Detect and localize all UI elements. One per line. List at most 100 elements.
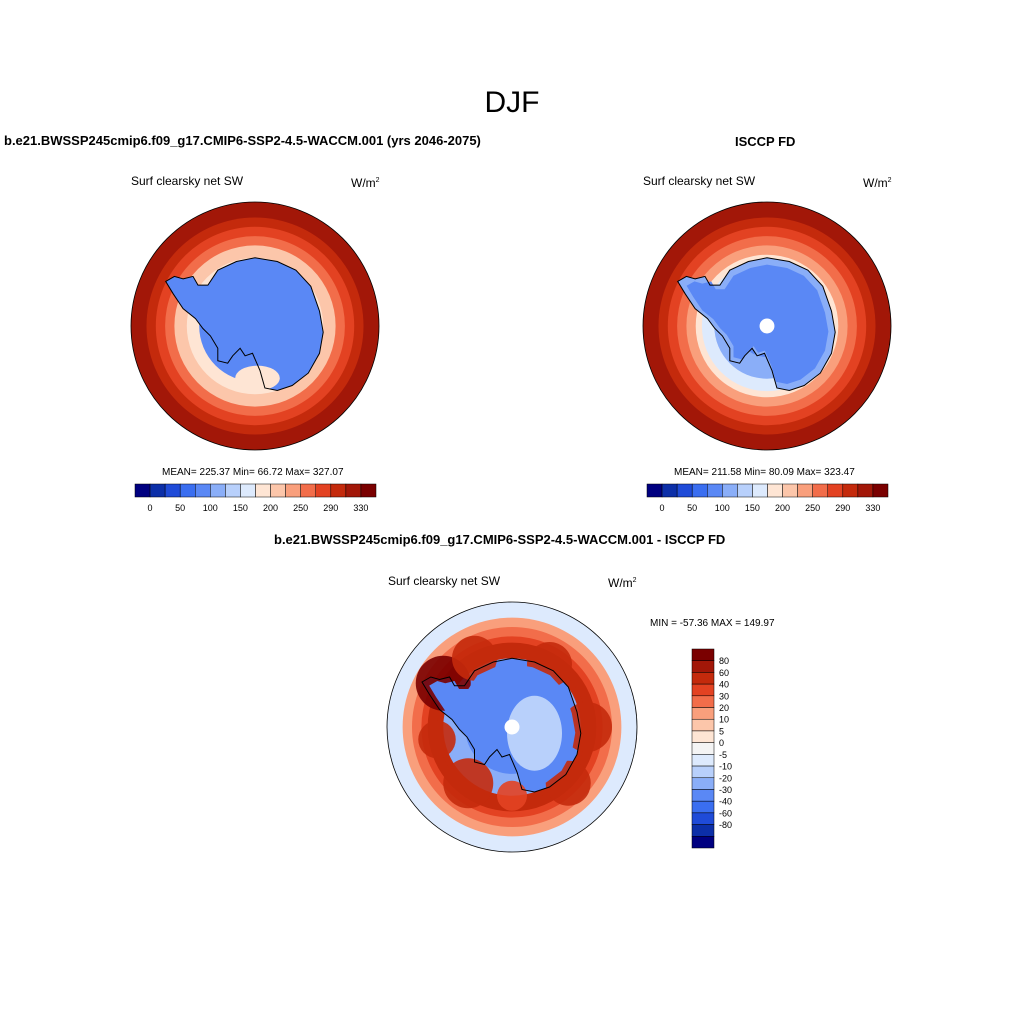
colorbar-1-box-5 [210,483,226,498]
colorbar-1-box-8 [255,483,271,498]
panel-1-units: W/m2 [351,176,380,190]
colorbar-1-label-6: 290 [323,503,338,513]
map-3-anomaly-1 [452,635,497,681]
colorbar-3-box-15 [691,824,715,837]
map-panel-3 [386,601,638,853]
colorbar-3-label-11: -30 [719,785,732,795]
colorbar-3-box-1 [691,660,715,673]
colorbar-1-label-7: 330 [353,503,368,513]
colorbar-3-label-4: 20 [719,703,729,713]
colorbar-3-label-8: -5 [719,750,727,760]
map-panel-2 [642,201,892,451]
colorbar-1-label-3: 150 [233,503,248,513]
map-3-pole-missing [504,719,520,735]
colorbar-2-label-7: 330 [865,503,880,513]
map-2-border [642,201,892,451]
colorbar-1-box-15 [360,483,377,498]
map-3-anomaly-3 [562,702,612,752]
colorbar-1-box-11 [300,483,316,498]
colorbar-2-box-7 [752,483,768,498]
colorbar-3-label-3: 30 [719,691,729,701]
panel-3-title: b.e21.BWSSP245cmip6.f09_g17.CMIP6-SSP2-4… [274,532,726,547]
panel-3-variable-label: Surf clearsky net SW [388,574,501,588]
colorbar-3-box-11 [691,777,715,790]
colorbar-2-box-1 [661,483,678,498]
colorbar-1-box-12 [315,483,332,498]
colorbar-3-label-0: 80 [719,656,729,666]
map-1-border [130,201,380,451]
map-1-shelf-band [235,365,280,391]
map-2-interior-fill [686,264,829,384]
colorbar-3-box-16 [691,836,715,849]
colorbar-1-label-5: 250 [293,503,308,513]
colorbar-3-box-5 [691,707,715,720]
colorbar-3-label-6: 5 [719,726,724,736]
panel-2-title: ISCCP FD [735,134,796,149]
colorbar-3-box-14 [691,812,715,825]
map-3-coastline [421,657,582,793]
panel-3-stats: MIN = -57.36 MAX = 149.97 [650,618,775,629]
colorbar-2-box-2 [676,483,693,498]
colorbar-2-label-6: 290 [835,503,850,513]
panel-2-stats: MEAN= 211.58 Min= 80.09 Max= 323.47 [674,467,855,478]
colorbar-1-box-0 [134,483,151,498]
colorbar-3-label-1: 60 [719,668,729,678]
colorbar-3-box-10 [691,765,715,779]
colorbar-3-box-8 [691,742,715,755]
colorbar-3-label-12: -40 [719,797,732,807]
colorbar-3-label-9: -10 [719,762,732,772]
colorbar-2-box-6 [737,483,753,498]
colorbar-2-box-14 [857,483,874,498]
colorbar-2-box-13 [842,483,859,498]
colorbar-1-label-0: 0 [148,503,153,513]
colorbar-1-box-9 [270,483,286,498]
map-2-coastline [677,257,836,392]
colorbar-2-box-0 [646,483,663,498]
colorbar-3-label-2: 40 [719,680,729,690]
colorbar-3-box-6 [691,718,715,732]
colorbar-1-box-1 [149,483,166,498]
map-3-anomaly-6 [497,780,527,811]
colorbar-3-label-5: 10 [719,715,729,725]
map-3-interior-light [507,695,562,771]
colorbar-2-box-3 [691,483,708,498]
colorbar-1-box-6 [225,483,241,498]
colorbar-2-label-5: 250 [805,503,820,513]
colorbar-3-box-0 [691,648,715,661]
colorbar-3-label-7: 0 [719,738,724,748]
colorbar-1: 0 50 100 150 200 250 290 330 [134,483,377,513]
colorbar-3-box-3 [691,683,715,697]
colorbar-2-box-5 [722,483,738,498]
map-3-border [386,601,638,853]
colorbar-1-box-3 [179,483,196,498]
colorbar-3-box-9 [691,754,715,767]
colorbar-2-box-4 [707,483,723,498]
colorbar-1-box-14 [345,483,362,498]
panel-2-variable-label: Surf clearsky net SW [643,174,756,188]
colorbar-1-label-1: 50 [175,503,185,513]
colorbar-1-box-2 [164,483,181,498]
panel-1-variable-label: Surf clearsky net SW [131,174,244,188]
colorbar-1-box-10 [285,483,301,498]
colorbar-2-box-8 [767,483,783,498]
colorbar-2-label-4: 200 [775,503,790,513]
colorbar-3-label-13: -60 [719,808,732,818]
colorbar-3-box-13 [691,800,715,814]
colorbar-1-label-2: 100 [203,503,218,513]
colorbar-2-label-3: 150 [745,503,760,513]
map-1-coastline [165,257,324,392]
panel-1-title: b.e21.BWSSP245cmip6.f09_g17.CMIP6-SSP2-4… [4,133,481,148]
colorbar-3-box-4 [691,695,715,708]
map-3-anomaly-5 [443,758,494,809]
colorbar-2-box-15 [872,483,889,498]
colorbar-2-box-10 [797,483,813,498]
panel-3-units: W/m2 [608,576,637,590]
colorbar-2-box-11 [812,483,828,498]
colorbar-1-box-4 [195,483,211,498]
colorbar-3-box-7 [691,730,715,743]
map-1-continent-fill [165,257,324,391]
colorbar-3-box-2 [691,672,715,685]
colorbar-2-box-9 [782,483,798,498]
